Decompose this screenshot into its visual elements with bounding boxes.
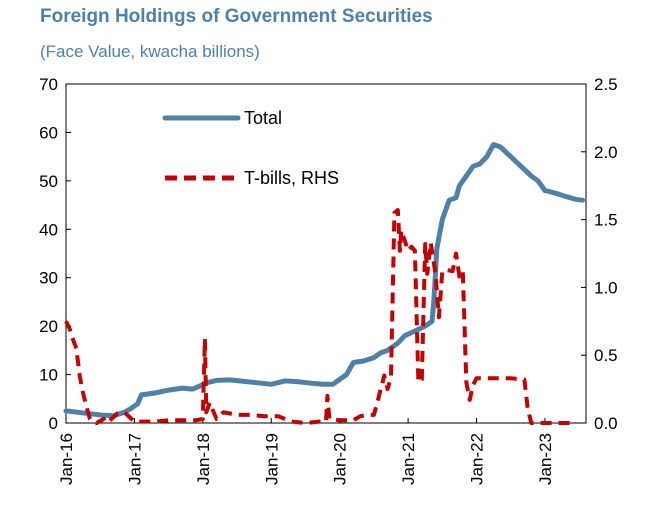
chart-subtitle: (Face Value, kwacha billions) (40, 42, 260, 61)
axis-layer: 0 10 20 30 40 50 60 70 0.0 0.5 1.0 1.5 2.0 2.5 Jan-16 J… (39, 75, 618, 485)
right-tick-label: 2.0 (594, 143, 618, 162)
x-tick-label: Jan-16 (57, 433, 76, 485)
series-layer (63, 142, 586, 425)
plot-frame (65, 83, 587, 424)
legend-label-total: Total (244, 108, 282, 128)
legend: Total T-bills, RHS (162, 108, 339, 188)
left-tick-label: 10 (39, 366, 58, 385)
right-tick-label: 1.5 (594, 211, 618, 230)
left-tick-label: 20 (39, 317, 58, 336)
chart-title: Foreign Holdings of Government Securitie… (40, 6, 433, 27)
x-tick-label: Jan-21 (399, 433, 418, 485)
x-tick-label: Jan-18 (194, 433, 213, 485)
x-tick-label: Jan-19 (262, 433, 281, 485)
left-tick-label: 60 (39, 123, 58, 142)
x-tick-label: Jan-17 (125, 433, 144, 485)
right-tick-label: 0.0 (594, 414, 618, 433)
series-line-total (63, 142, 586, 419)
right-tick-label: 0.5 (594, 346, 618, 365)
legend-label-tbills: T-bills, RHS (244, 168, 339, 188)
x-tick-label: Jan-23 (536, 433, 555, 485)
x-tick-label: Jan-22 (468, 433, 487, 485)
x-tick-label: Jan-20 (331, 433, 350, 485)
left-tick-label: 70 (39, 75, 58, 94)
series-line-tbills (64, 208, 573, 425)
left-tick-label: 50 (39, 172, 58, 191)
right-tick-label: 1.0 (594, 278, 618, 297)
right-tick-label: 2.5 (594, 75, 618, 94)
left-tick-label: 0 (49, 414, 58, 433)
left-tick-label: 40 (39, 220, 58, 239)
left-tick-label: 30 (39, 269, 58, 288)
